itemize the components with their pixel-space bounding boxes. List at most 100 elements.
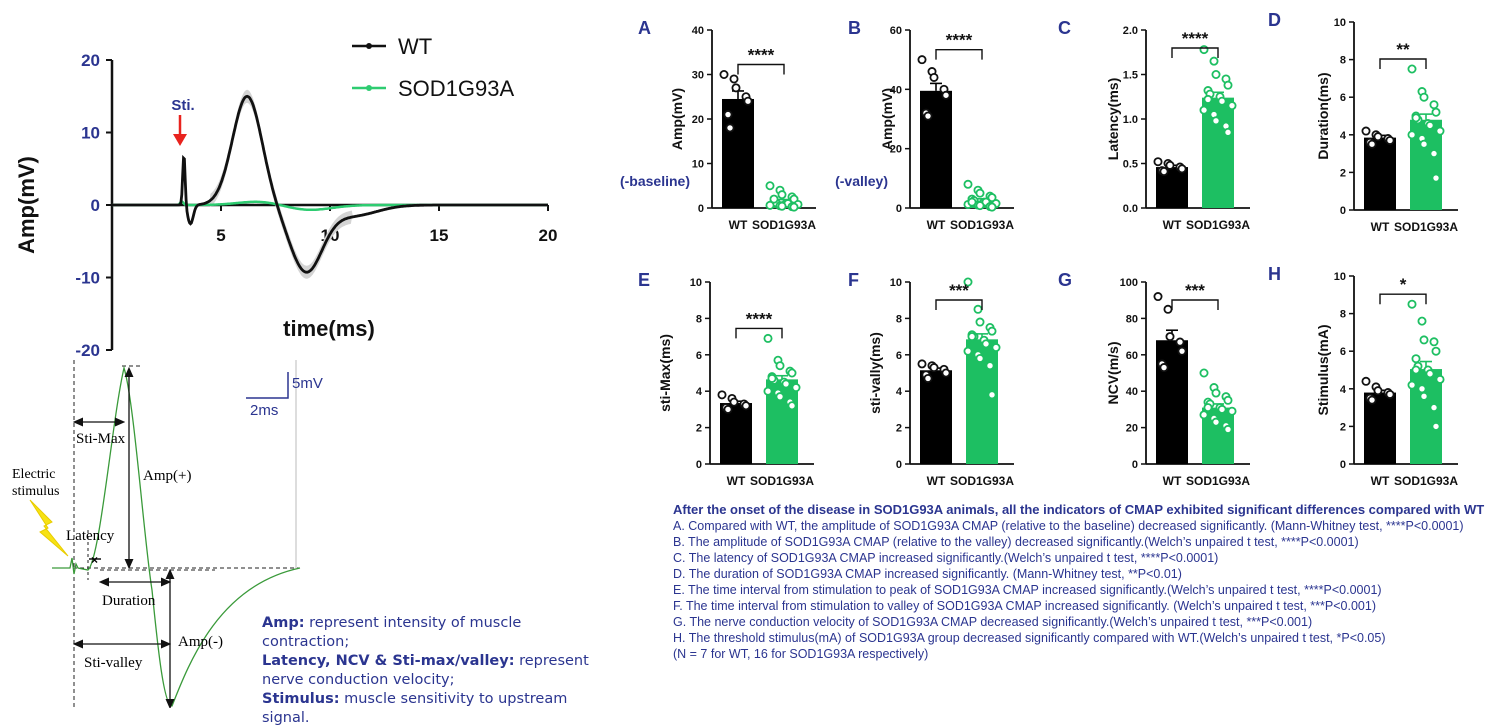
panel-y-tick: 0	[1340, 205, 1346, 217]
stim-label: Sti.	[171, 97, 194, 114]
data-point	[741, 401, 751, 411]
panel-y-tick: 2	[696, 423, 702, 435]
panel-y-tick: 1.0	[1123, 114, 1138, 126]
trace-x-tick: 20	[539, 226, 558, 245]
panel-letter: H	[1268, 264, 1281, 284]
panel-y-tick: 40	[1126, 386, 1138, 398]
panel-y-tick: 6	[896, 350, 902, 362]
legend-sod-label: SOD1G93A	[398, 76, 514, 101]
data-point	[1425, 369, 1435, 379]
data-point	[775, 392, 785, 402]
data-point	[765, 181, 775, 191]
data-point	[1217, 96, 1227, 106]
svg-text:×: ×	[91, 553, 98, 567]
data-point	[981, 339, 991, 349]
amp-plus-label: Amp(+)	[143, 468, 191, 484]
panel-y-tick: 60	[1126, 350, 1138, 362]
panel-y-label: sti-Max(ms)	[657, 334, 673, 412]
panel-y-tick: 100	[1120, 277, 1138, 289]
category-sod: SOD1G93A	[950, 218, 1014, 232]
panel-y-label: Stimulus(mA)	[1315, 325, 1331, 416]
panel-y-tick: 10	[890, 277, 902, 289]
data-point	[1419, 391, 1429, 401]
panel-letter: D	[1268, 10, 1281, 30]
data-point	[787, 401, 797, 411]
category-sod: SOD1G93A	[1186, 474, 1250, 488]
sig-bracket	[1379, 58, 1427, 69]
data-point	[929, 72, 939, 82]
panel-y-tick: 8	[696, 313, 702, 325]
panel-y-tick: 20	[692, 114, 704, 126]
data-point	[1411, 365, 1421, 375]
panel-y-label: NCV(m/s)	[1105, 341, 1121, 404]
data-point	[1153, 157, 1163, 167]
panel-b: B 0 20 40 60 Amp(mV) (-valley) WT SOD1G93A ****	[835, 18, 1014, 232]
data-point	[1425, 120, 1435, 130]
data-point	[1165, 332, 1175, 342]
data-point	[1419, 139, 1429, 149]
category-wt: WT	[727, 474, 746, 488]
data-point	[743, 96, 753, 106]
panel-letter: A	[638, 18, 651, 38]
panel-y-tick: 40	[890, 84, 902, 96]
sig-stars: ****	[1182, 29, 1209, 48]
data-point	[1203, 94, 1213, 104]
data-point	[1199, 105, 1209, 115]
data-point	[975, 353, 985, 363]
stimulus-term: Stimulus:	[262, 691, 340, 707]
latency-label: Latency	[66, 528, 115, 544]
data-point	[729, 397, 739, 407]
trace-x-label: time(ms)	[283, 316, 375, 341]
panel-d: D 0 2 4 6 8 10 Duration(ms) WT SOD1G93A **	[1268, 10, 1458, 234]
category-wt: WT	[729, 218, 748, 232]
caption-title: After the onset of the disease in SOD1G9…	[673, 502, 1485, 517]
data-point	[1223, 395, 1233, 405]
sig-bracket	[735, 327, 783, 339]
bar-wt	[920, 90, 952, 208]
data-point	[1227, 406, 1237, 416]
data-point	[1199, 410, 1209, 420]
data-point	[1361, 376, 1371, 386]
data-point	[1175, 337, 1185, 347]
caption-line-b: B. The amplitude of SOD1G93A CMAP (relat…	[673, 535, 1359, 549]
panel-sublabel: (-valley)	[835, 173, 888, 189]
data-point	[1211, 116, 1221, 126]
panel-y-tick: 6	[1340, 346, 1346, 358]
sti-max-label: Sti-Max	[76, 431, 126, 447]
data-point	[1431, 346, 1441, 356]
caption-line-g: G. The nerve conduction velocity of SOD1…	[673, 615, 1313, 629]
latency-desc: represent nerve conduction velocity;	[262, 653, 589, 688]
sig-bracket	[1171, 299, 1219, 310]
panel-g: G 0 20 40 60 80 100 NCV(m/s) WT SOD1G93A ***	[1058, 270, 1250, 488]
category-sod: SOD1G93A	[950, 474, 1014, 488]
data-point	[717, 390, 727, 400]
data-point	[789, 202, 799, 212]
scale-ms-label: 2ms	[250, 402, 278, 419]
panel-letter: F	[848, 270, 859, 290]
wt-sem-band	[112, 89, 548, 279]
data-point	[731, 83, 741, 93]
sig-bracket	[1171, 47, 1219, 58]
data-point	[787, 368, 797, 378]
bar-wt	[920, 370, 952, 464]
panel-y-tick: 8	[896, 313, 902, 325]
data-point	[923, 373, 933, 383]
panel-e: E 0 2 4 6 8 10 sti-Max(ms) WT SOD1G93A ****	[638, 270, 814, 488]
data-point	[1223, 127, 1233, 137]
stimulus-label: stimulus	[12, 484, 59, 499]
data-point	[967, 332, 977, 342]
data-point	[1217, 404, 1227, 414]
data-point	[729, 74, 739, 84]
panel-y-tick: 0	[896, 203, 902, 215]
panel-y-tick: 0.0	[1123, 203, 1138, 215]
duration-label: Duration	[102, 593, 156, 609]
data-point	[1367, 395, 1377, 405]
panel-y-tick: 0.5	[1123, 159, 1138, 171]
panel-y-label: Latency(ms)	[1105, 78, 1121, 160]
sig-stars: ****	[946, 31, 973, 50]
caption-line-h: H. The threshold stimulus(mA) of SOD1G93…	[673, 631, 1386, 645]
category-sod: SOD1G93A	[1394, 220, 1458, 234]
panel-y-tick: 1.5	[1123, 70, 1138, 82]
amp-term: Amp:	[262, 615, 305, 631]
sig-stars: ***	[1185, 281, 1205, 300]
